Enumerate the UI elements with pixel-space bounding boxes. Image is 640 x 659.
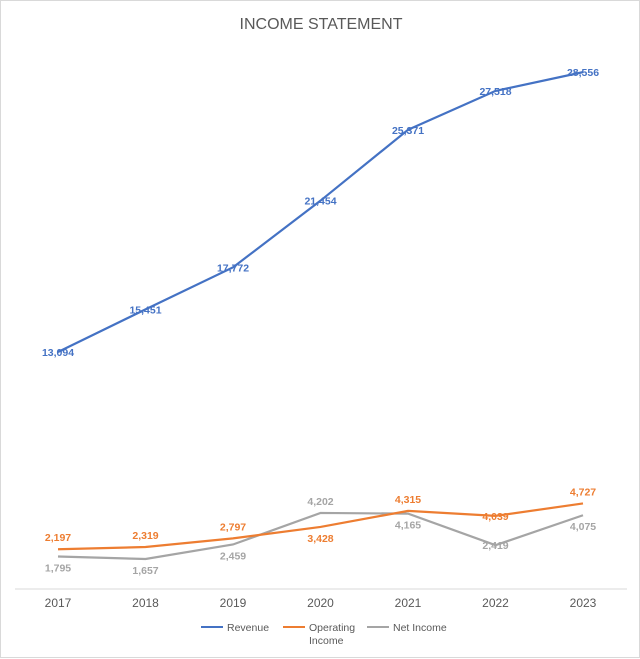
x-tick-label: 2019 xyxy=(220,596,247,610)
data-label: 2,319 xyxy=(132,530,158,542)
data-label: 2,459 xyxy=(220,550,246,562)
x-tick-label: 2017 xyxy=(45,596,72,610)
data-label: 28,556 xyxy=(567,67,599,79)
data-label: 4,075 xyxy=(570,521,596,533)
x-tick-label: 2020 xyxy=(307,596,334,610)
data-label: 2,197 xyxy=(45,532,71,544)
series-line-operating-income xyxy=(57,502,584,551)
legend-label: Revenue xyxy=(227,622,269,634)
data-label: 4,202 xyxy=(307,496,333,508)
series-line-net-income xyxy=(57,511,584,561)
series-line-revenue xyxy=(57,71,584,353)
data-label: 27,518 xyxy=(479,86,511,98)
x-tick-label: 2018 xyxy=(132,596,159,610)
x-tick-label: 2022 xyxy=(482,596,509,610)
chart-title: INCOME STATEMENT xyxy=(240,16,403,33)
data-label: 4,165 xyxy=(395,520,421,532)
legend-label: Income xyxy=(309,635,344,647)
data-label: 2,797 xyxy=(220,521,246,533)
data-label: 25,371 xyxy=(392,125,424,137)
data-label: 4,039 xyxy=(482,511,508,523)
x-tick-label: 2021 xyxy=(395,596,422,610)
data-label: 15,451 xyxy=(129,304,161,316)
data-label: 3,428 xyxy=(307,533,333,545)
data-label: 21,454 xyxy=(304,196,336,208)
data-label: 4,727 xyxy=(570,486,596,498)
legend-label: Operating xyxy=(309,622,355,634)
data-label: 1,795 xyxy=(45,563,71,575)
legend-label: Net Income xyxy=(393,622,447,634)
data-label: 17,772 xyxy=(217,262,249,274)
data-label: 1,657 xyxy=(132,565,158,577)
data-label: 4,315 xyxy=(395,494,421,506)
data-label: 2,419 xyxy=(482,540,508,552)
x-tick-label: 2023 xyxy=(570,596,597,610)
data-label: 13,094 xyxy=(42,347,74,359)
